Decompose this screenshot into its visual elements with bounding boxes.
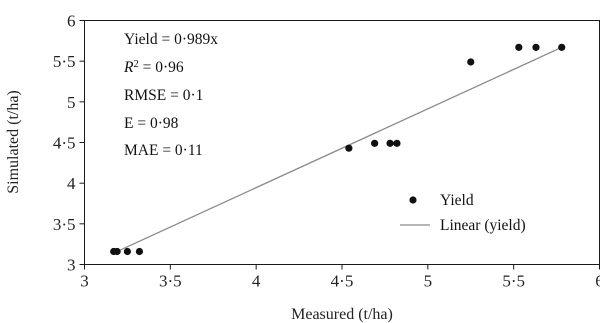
data-point <box>371 139 379 147</box>
data-point <box>515 43 523 51</box>
x-tick-label: 4·5 <box>331 272 354 291</box>
y-tick-label: 4·5 <box>53 134 76 153</box>
data-point <box>386 139 394 147</box>
y-axis-title: Simulated (t/ha) <box>5 90 22 194</box>
legend-marker-yield <box>409 196 417 204</box>
data-point <box>123 247 132 256</box>
e-text: E = 0·98 <box>124 115 179 132</box>
legend-label-yield: Yield <box>440 192 474 209</box>
x-axis-title: Measured (t/ha) <box>291 306 393 323</box>
data-point <box>467 58 475 66</box>
trendline-linear-yield <box>118 46 563 252</box>
y-tick-label: 3·5 <box>53 215 76 234</box>
y-tick-label: 4 <box>67 174 76 193</box>
y-tick-label: 3 <box>67 256 76 275</box>
legend: Yield Linear (yield) <box>400 192 526 234</box>
r2-value: = 0·96 <box>139 59 184 76</box>
y-tick-label: 5 <box>67 93 76 112</box>
x-tick-label: 5·5 <box>502 272 525 291</box>
legend-label-linear: Linear (yield) <box>440 217 526 234</box>
x-tick-label: 5 <box>424 272 433 291</box>
data-point <box>532 43 540 51</box>
points-layer <box>110 43 566 256</box>
r2-sup: 2 <box>133 59 138 70</box>
data-point <box>393 139 401 147</box>
data-point <box>113 247 121 256</box>
r2-label: R <box>123 59 134 76</box>
x-tick-label: 3 <box>80 272 89 291</box>
data-point <box>135 247 144 256</box>
stats-annotation: Yield = 0·989x R2 = 0·96 RMSE = 0·1 E = … <box>123 31 218 159</box>
equation-text: Yield = 0·989x <box>124 31 218 48</box>
data-point <box>558 43 566 51</box>
trendline-layer <box>118 46 563 252</box>
x-axis-ticks: 3 3·5 4 4·5 5 5·5 6 <box>80 264 600 291</box>
equation-label: Yield = 0·989x <box>124 31 218 48</box>
x-tick-label: 3·5 <box>159 272 182 291</box>
x-tick-label: 6 <box>595 272 600 291</box>
r2-text: R2 = 0·96 <box>123 59 184 77</box>
y-axis-ticks: 3 3·5 4 4·5 5 5·5 6 <box>53 12 85 275</box>
data-point <box>345 144 353 152</box>
rmse-text: RMSE = 0·1 <box>124 87 203 104</box>
x-tick-label: 4 <box>252 272 261 291</box>
mae-text: MAE = 0·11 <box>124 142 203 159</box>
y-tick-label: 6 <box>67 12 76 31</box>
y-tick-label: 5·5 <box>53 52 76 71</box>
